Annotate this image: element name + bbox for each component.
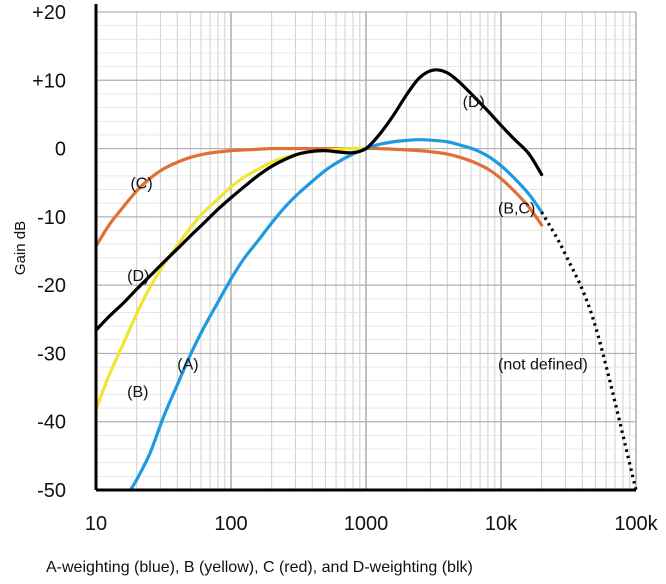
x-tick-label: 100k — [614, 513, 658, 535]
curve-annotation: (B,C) — [498, 200, 535, 217]
series-line-c-weighting — [94, 146, 544, 248]
curve-annotation: (C) — [130, 176, 152, 193]
series-layer — [94, 68, 638, 492]
y-tick-label: -40 — [37, 412, 66, 434]
series-line-a-weighting — [128, 138, 544, 492]
curve-annotation: (D) — [127, 268, 149, 285]
y-tick-label: -20 — [37, 275, 66, 297]
curve-annotation: (not defined) — [498, 357, 588, 374]
y-tick-label: 0 — [55, 139, 66, 161]
curve-annotation: (A) — [177, 357, 198, 374]
curve-annotation: (B) — [127, 384, 148, 401]
not-defined-extension-line — [540, 211, 638, 491]
x-tick-label: 10 — [85, 513, 107, 535]
annotations: (D) (C) (B,C) (D) (A) (B) (not defined) — [127, 94, 588, 401]
x-tick-label: 10k — [485, 513, 518, 535]
y-axis-label: Gain dB — [12, 221, 29, 275]
y-tick-label: +20 — [32, 2, 66, 24]
chart-caption: A-weighting (blue), B (yellow), C (red),… — [46, 559, 473, 576]
axes-layer — [94, 4, 636, 492]
y-tick-label: -10 — [37, 207, 66, 229]
series-line-d-weighting — [94, 68, 544, 332]
y-tick-label: -50 — [37, 480, 66, 502]
y-tick-label: +10 — [32, 70, 66, 92]
tick-labels: +20 +10 0 -10 -20 -30 -40 -50 10 100 1000 10k 100k — [32, 2, 659, 535]
minor-gridlines — [96, 12, 636, 490]
x-tick-label: 100 — [214, 513, 247, 535]
y-tick-label: -30 — [37, 343, 66, 365]
curve-annotation: (D) — [463, 94, 485, 111]
x-tick-label: 1000 — [344, 513, 389, 535]
